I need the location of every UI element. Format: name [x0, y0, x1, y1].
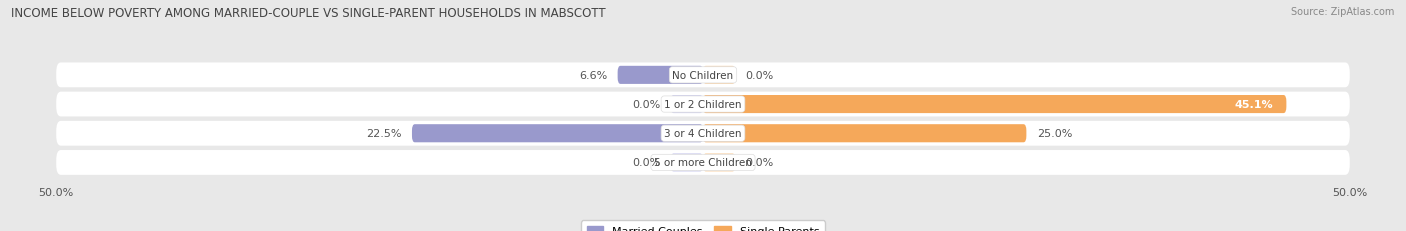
Text: Source: ZipAtlas.com: Source: ZipAtlas.com	[1291, 7, 1395, 17]
FancyBboxPatch shape	[703, 154, 735, 172]
FancyBboxPatch shape	[412, 125, 703, 143]
FancyBboxPatch shape	[703, 67, 735, 85]
Text: 3 or 4 Children: 3 or 4 Children	[664, 129, 742, 139]
FancyBboxPatch shape	[703, 125, 1026, 143]
FancyBboxPatch shape	[671, 96, 703, 114]
FancyBboxPatch shape	[56, 121, 1350, 146]
Text: 6.6%: 6.6%	[579, 70, 607, 81]
FancyBboxPatch shape	[56, 63, 1350, 88]
FancyBboxPatch shape	[56, 150, 1350, 175]
Text: 0.0%: 0.0%	[633, 100, 661, 109]
FancyBboxPatch shape	[671, 154, 703, 172]
Text: 0.0%: 0.0%	[745, 158, 773, 168]
FancyBboxPatch shape	[617, 67, 703, 85]
Text: INCOME BELOW POVERTY AMONG MARRIED-COUPLE VS SINGLE-PARENT HOUSEHOLDS IN MABSCOT: INCOME BELOW POVERTY AMONG MARRIED-COUPL…	[11, 7, 606, 20]
Text: 0.0%: 0.0%	[633, 158, 661, 168]
Text: 25.0%: 25.0%	[1036, 129, 1073, 139]
Text: 5 or more Children: 5 or more Children	[654, 158, 752, 168]
FancyBboxPatch shape	[56, 92, 1350, 117]
Text: 45.1%: 45.1%	[1234, 100, 1274, 109]
Text: No Children: No Children	[672, 70, 734, 81]
Legend: Married Couples, Single Parents: Married Couples, Single Parents	[581, 220, 825, 231]
Text: 1 or 2 Children: 1 or 2 Children	[664, 100, 742, 109]
FancyBboxPatch shape	[703, 96, 1286, 114]
Text: 0.0%: 0.0%	[745, 70, 773, 81]
Text: 22.5%: 22.5%	[366, 129, 402, 139]
